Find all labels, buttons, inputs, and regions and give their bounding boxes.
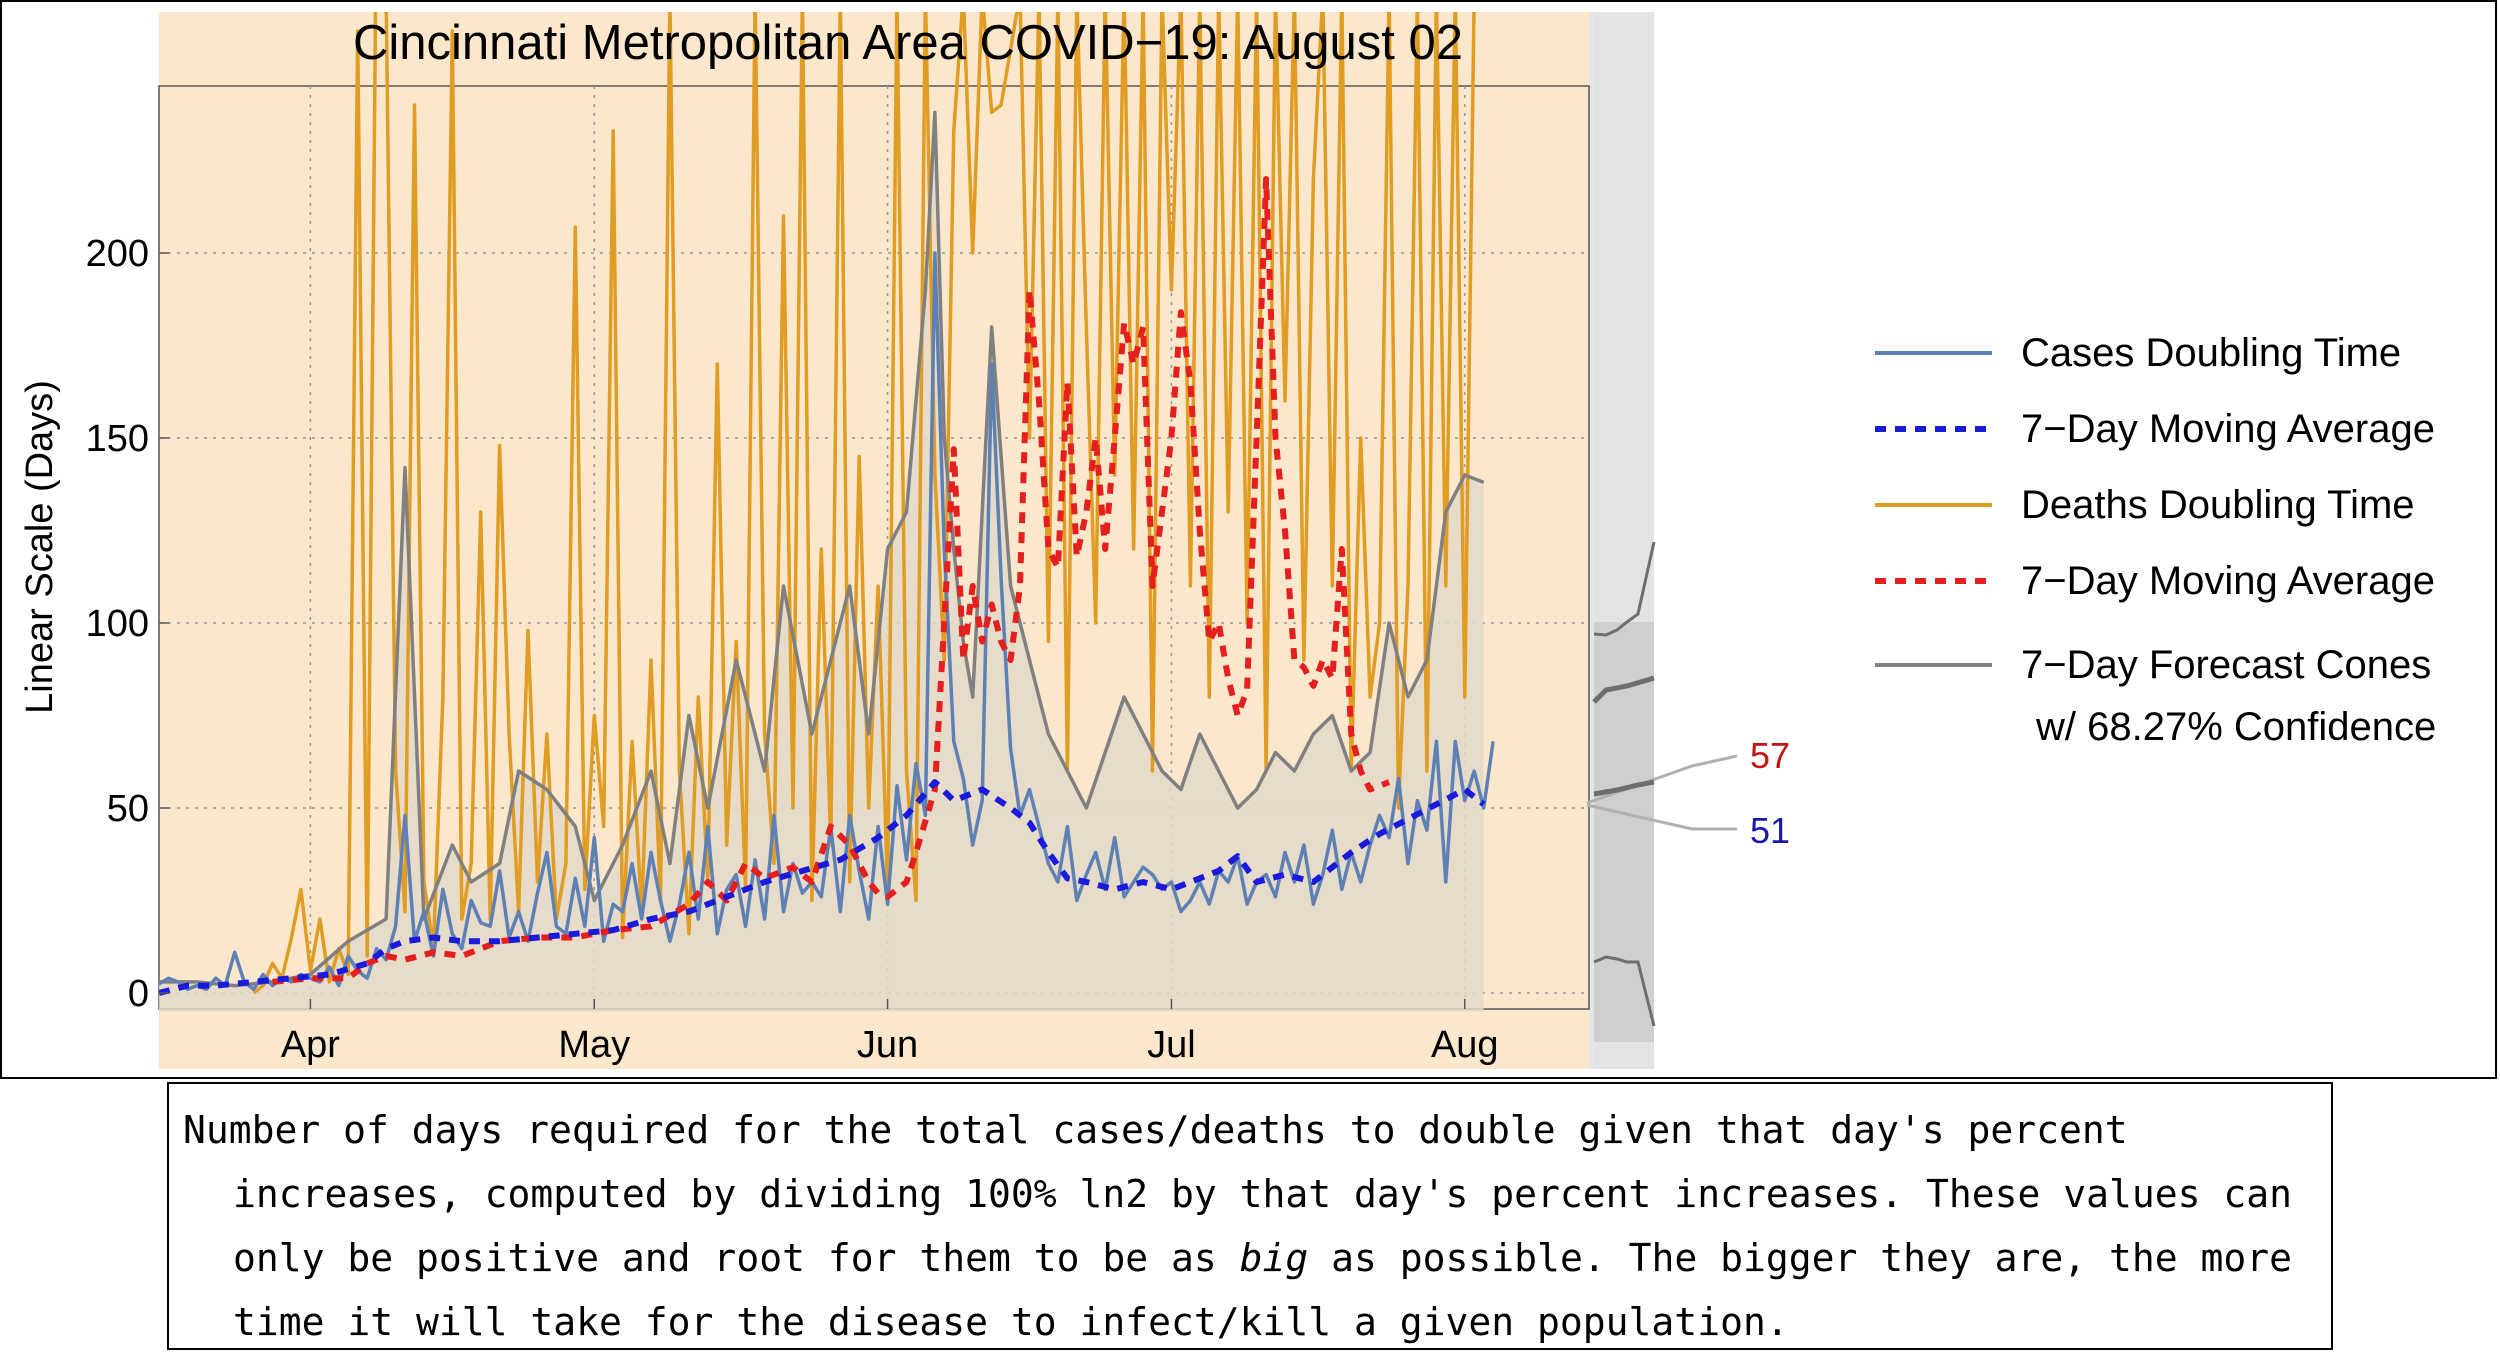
series-line-4 bbox=[159, 110, 1485, 988]
callout-label-1: 51 bbox=[1750, 810, 1790, 851]
caption-text-part-1: Number of days required for the total ca… bbox=[183, 1108, 2293, 1280]
chart-title: Cincinnati Metropolitan Area COVID−19: A… bbox=[353, 16, 1463, 70]
legend-label-1: 7−Day Moving Average bbox=[2021, 407, 2435, 451]
x-tick-label: Jun bbox=[857, 1024, 918, 1066]
x-tick-label: Apr bbox=[281, 1024, 340, 1066]
legend-label-line-1: 7−Day Forecast Cones bbox=[2021, 643, 2431, 687]
forecast-upper-line bbox=[1593, 541, 1656, 637]
y-tick-label: 100 bbox=[86, 603, 149, 645]
series-line-3 bbox=[272, 176, 1391, 985]
legend-label-line-2: w/ 68.27% Confidence bbox=[2035, 705, 2436, 749]
cases-confidence-fill bbox=[159, 112, 1484, 1012]
caption-italic: big bbox=[1239, 1236, 1309, 1280]
legend-label-3: 7−Day Moving Average bbox=[2021, 559, 2435, 603]
caption-box: Number of days required for the total ca… bbox=[167, 1082, 2333, 1350]
legend-label-2: Deaths Doubling Time bbox=[2021, 483, 2415, 527]
y-tick-label: 50 bbox=[107, 788, 149, 830]
chart: 0 50 100 150 200 Apr May Jun Jul Aug Cincinnati M… bbox=[19, 12, 2436, 1069]
callout-label-0: 57 bbox=[1750, 735, 1790, 776]
forecast-center-line bbox=[1593, 779, 1655, 797]
callouts: 57 51 bbox=[1586, 735, 1790, 851]
x-tick-label: Aug bbox=[1431, 1024, 1499, 1066]
y-tick-label: 200 bbox=[86, 233, 149, 275]
callout-leader-1 bbox=[1586, 803, 1737, 831]
x-tick-label: Jul bbox=[1147, 1024, 1196, 1066]
x-tick-label: May bbox=[558, 1024, 630, 1066]
series-line-1 bbox=[159, 779, 1486, 996]
legend: Cases Doubling Time 7−Day Moving Average D… bbox=[1875, 331, 2436, 749]
series-line-2 bbox=[252, 12, 1476, 995]
forecast-light-band bbox=[1589, 12, 1594, 1069]
forecast-lower-line bbox=[1593, 955, 1656, 1027]
y-axis-label: Linear Scale (Days) bbox=[19, 380, 61, 714]
caption-text-part-2: as possible. The bigger they are, the mo… bbox=[233, 1236, 2293, 1344]
forecast-mid-line bbox=[1592, 675, 1655, 704]
y-tick-label: 0 bbox=[128, 973, 149, 1015]
caption-text: Number of days required for the total ca… bbox=[183, 1098, 2317, 1354]
chart-frame: 0 50 100 150 200 Apr May Jun Jul Aug Cincinnati M… bbox=[0, 0, 2497, 1079]
legend-label-4: 7−Day Forecast Cones w/ 68.27% Confidence bbox=[2021, 643, 2436, 749]
y-tick-label: 150 bbox=[86, 418, 149, 460]
legend-label-0: Cases Doubling Time bbox=[2021, 331, 2401, 375]
